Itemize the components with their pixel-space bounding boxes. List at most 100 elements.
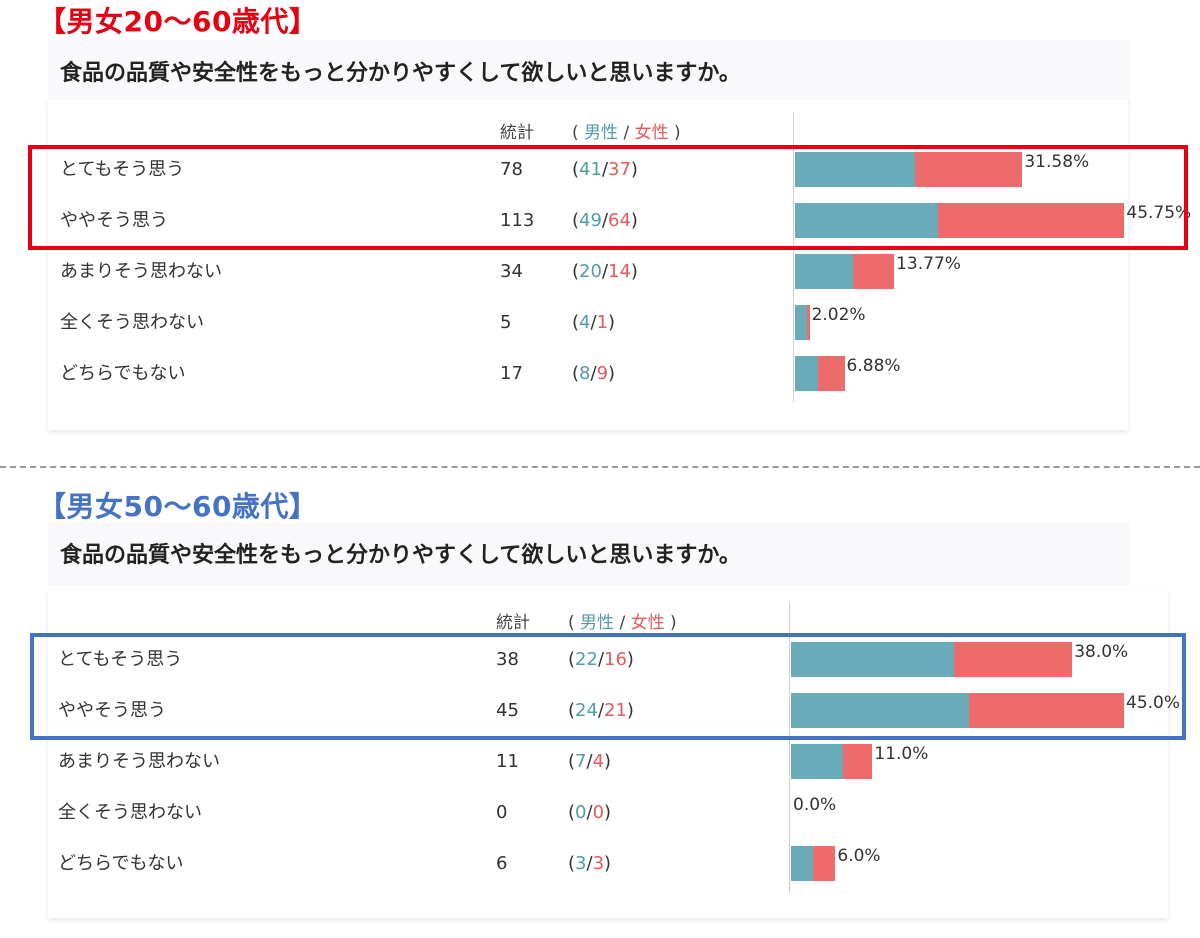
bar-male <box>795 356 819 391</box>
table-row: どちらでもない 17 (8/9) 6.88% <box>48 349 1128 399</box>
chart-axis-line <box>793 112 794 402</box>
row-total: 5 <box>500 312 512 333</box>
paren-open: ( <box>572 312 580 333</box>
row-label: あまりそう思わない <box>60 261 222 282</box>
bar-male <box>791 846 814 881</box>
row-total: 6 <box>496 853 508 874</box>
row-female-count: 37 <box>608 159 631 180</box>
row-gender-breakdown: (3/3) <box>568 839 611 889</box>
bar-male <box>795 152 915 187</box>
row-male-count: 0 <box>575 802 587 823</box>
row-total: 34 <box>500 261 523 282</box>
question-bar <box>48 522 1130 586</box>
bar-percent-label: 45.0% <box>1126 693 1181 713</box>
row-label: どちらでもない <box>58 853 184 874</box>
header-slash: / <box>619 613 626 633</box>
row-male-count: 8 <box>579 363 591 384</box>
row-total: 0 <box>496 802 508 823</box>
header-female: 女性 <box>634 123 669 143</box>
bar-percent-label: 45.75% <box>1126 203 1192 223</box>
header-open: ( <box>568 613 575 633</box>
bar-percent-label: 6.0% <box>837 846 881 866</box>
row-gender-breakdown: (22/16) <box>568 635 634 685</box>
row-gender-breakdown: (49/64) <box>572 196 638 246</box>
section-divider <box>0 466 1200 468</box>
bar-female <box>806 305 810 340</box>
row-male-count: 24 <box>575 700 598 721</box>
paren-slash: / <box>601 159 609 180</box>
bar-female <box>842 744 873 779</box>
row-male-count: 20 <box>579 261 602 282</box>
chart-axis-line <box>789 602 790 892</box>
row-gender-breakdown: (0/0) <box>568 788 611 838</box>
row-female-count: 64 <box>608 210 631 231</box>
highlight-box <box>28 145 1188 250</box>
paren-open: ( <box>568 700 576 721</box>
header-gender: ( 男性 / 女性 ) <box>568 608 677 633</box>
row-female-count: 4 <box>592 751 605 772</box>
paren-close: ) <box>608 312 616 333</box>
bar-percent-label: 13.77% <box>896 254 961 274</box>
paren-slash: / <box>586 802 593 823</box>
row-female-count: 0 <box>592 802 605 823</box>
row-gender-breakdown: (20/14) <box>572 247 638 297</box>
header-total: 統計 <box>496 613 530 633</box>
bar-male <box>795 203 938 238</box>
row-label: ややそう思う <box>60 210 168 231</box>
table-row: とてもそう思う 38 (22/16) 38.0% <box>48 635 1168 685</box>
paren-close: ) <box>630 210 638 231</box>
bar-percent-label: 38.0% <box>1074 642 1129 662</box>
header-male: 男性 <box>580 613 615 633</box>
row-female-count: 16 <box>604 649 627 670</box>
paren-open: ( <box>572 159 580 180</box>
paren-close: ) <box>604 853 612 874</box>
table-row: ややそう思う 45 (24/21) 45.0% <box>48 686 1180 736</box>
row-label: あまりそう思わない <box>58 751 220 772</box>
header-slash: / <box>623 123 630 143</box>
row-male-count: 3 <box>575 853 587 874</box>
highlight-box <box>30 633 1186 740</box>
paren-close: ) <box>608 363 616 384</box>
paren-slash: / <box>586 751 593 772</box>
header-total: 統計 <box>500 123 534 143</box>
header-close: ) <box>670 613 677 633</box>
row-label: 全くそう思わない <box>58 802 202 823</box>
bar-female <box>813 846 836 881</box>
table-row: どちらでもない 6 (3/3) 6.0% <box>48 839 1168 889</box>
paren-slash: / <box>590 312 597 333</box>
row-male-count: 4 <box>579 312 591 333</box>
row-male-count: 7 <box>575 751 587 772</box>
paren-open: ( <box>568 751 576 772</box>
paren-open: ( <box>572 363 580 384</box>
bar-female <box>914 152 1023 187</box>
row-gender-breakdown: (8/9) <box>572 349 615 399</box>
row-male-count: 41 <box>579 159 602 180</box>
bar-percent-label: 2.02% <box>811 305 866 325</box>
table-row: 全くそう思わない 5 (4/1) 2.02% <box>48 298 1128 348</box>
header-gender: ( 男性 / 女性 ) <box>572 118 681 143</box>
row-female-count: 21 <box>604 700 627 721</box>
paren-close: ) <box>630 159 638 180</box>
header-male: 男性 <box>584 123 619 143</box>
row-gender-breakdown: (7/4) <box>568 737 611 787</box>
row-label: とてもそう思う <box>58 649 183 670</box>
row-label: ややそう思う <box>58 700 166 721</box>
question-text: 食品の品質や安全性をもっと分かりやすくして欲しいと思いますか。 <box>60 543 741 568</box>
paren-close: ) <box>604 751 612 772</box>
paren-open: ( <box>568 802 576 823</box>
row-gender-breakdown: (41/37) <box>572 145 638 195</box>
paren-close: ) <box>626 649 634 670</box>
paren-open: ( <box>572 210 580 231</box>
bar-male <box>795 305 807 340</box>
row-total: 11 <box>496 751 519 772</box>
bar-female <box>937 203 1125 238</box>
bar-percent-label: 0.0% <box>793 795 837 815</box>
row-total: 78 <box>500 159 523 180</box>
row-total: 38 <box>496 649 519 670</box>
bar-percent-label: 31.58% <box>1024 152 1090 172</box>
paren-close: ) <box>630 261 638 282</box>
paren-slash: / <box>586 853 593 874</box>
table-row: あまりそう思わない 34 (20/14) 13.77% <box>48 247 1128 297</box>
row-female-count: 14 <box>608 261 631 282</box>
bar-male <box>791 744 843 779</box>
